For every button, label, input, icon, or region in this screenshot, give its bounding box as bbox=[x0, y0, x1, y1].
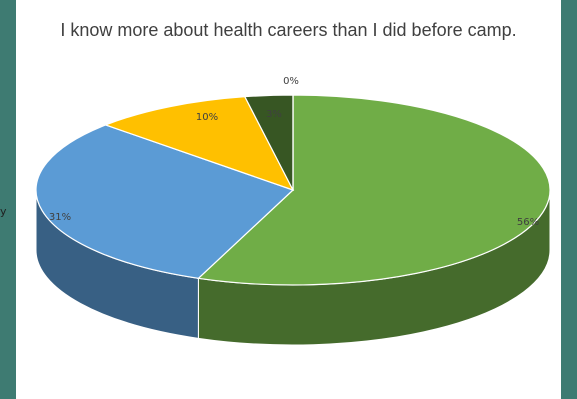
pie-data-label: 31% bbox=[49, 212, 71, 223]
pie-chart: 56% 31% 10% 3% 0% bbox=[35, 76, 551, 346]
pie-slice-56pct bbox=[197, 94, 551, 286]
edge-glyph: y bbox=[0, 205, 7, 218]
pie-slice-10pct bbox=[103, 96, 295, 192]
pie-data-label: 56% bbox=[517, 217, 539, 228]
pie-data-label: 10% bbox=[196, 112, 218, 123]
chart-card: I know more about health careers than I … bbox=[16, 0, 561, 399]
pie-data-label: 0% bbox=[283, 76, 299, 87]
pie-slice-31pct bbox=[35, 124, 295, 279]
chart-title: I know more about health careers than I … bbox=[60, 20, 517, 40]
pie-data-label: 3% bbox=[266, 109, 282, 120]
